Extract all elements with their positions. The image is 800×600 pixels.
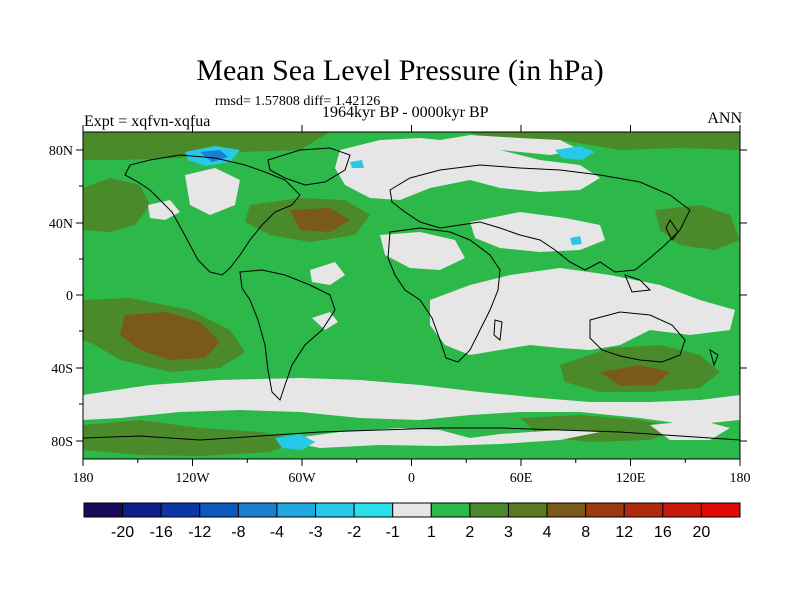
x-tick-label: 180 [730,471,751,486]
colorbar-label: -2 [347,524,361,541]
colorbar-label: -20 [111,524,134,541]
colorbar-swatch [353,502,394,518]
colorbar-label: -8 [231,524,245,541]
chart-title: Mean Sea Level Pressure (in hPa) [196,54,604,87]
x-tick-label: 120E [616,471,646,486]
pressure-field [83,132,740,459]
period-label: 1964kyr BP - 0000kyr BP [322,104,489,121]
y-tick-label: 40S [51,362,73,377]
colorbar-swatch [623,502,664,518]
x-tick-labels: 180 120W 60W 0 60E 120E 180 [73,471,751,486]
colorbar-label: 2 [465,524,474,541]
y-tick-label: 80N [49,144,73,159]
near-zero-regions [83,135,740,448]
colorbar-swatch [83,502,124,518]
x-tick-label: 0 [408,471,415,486]
colorbar-swatch [315,502,355,518]
colorbar-swatch [546,502,587,518]
colorbar-label: 8 [581,524,590,541]
colorbar-label: 12 [615,524,633,541]
colorbar-swatch [662,502,702,518]
colorbar-swatch [469,502,509,518]
colorbar-label: -3 [308,524,322,541]
colorbar-swatch [122,502,162,518]
colorbar-label: -4 [270,524,284,541]
colorbar-label: -16 [150,524,173,541]
x-tick-marks [82,125,741,466]
y-tick-marks [76,149,747,442]
brown-regions [120,208,670,386]
y-tick-labels: 80N 40N 0 40S 80S [49,144,73,450]
colorbar-label: 16 [654,524,672,541]
negative-regions [185,146,595,450]
colorbar-swatch [507,502,548,518]
experiment-label: Expt = xqfvn-xqfua [84,113,211,130]
colorbar: -20 -16 -12 -8 -4 -3 -2 -1 1 2 3 4 8 12 16 20 [83,502,741,541]
colorbar-swatch [237,502,278,518]
colorbar-swatch [430,502,471,518]
colorbar-label: -1 [386,524,400,541]
x-tick-label: 60W [288,471,316,486]
x-tick-label: 180 [73,471,94,486]
colorbar-swatch [276,502,317,518]
x-tick-label: 60E [510,471,533,486]
colorbar-label: 3 [504,524,513,541]
statistics-label: rmsd= 1.57808 diff= 1.42126 [215,94,381,109]
colorbar-label: 1 [427,524,436,541]
colorbar-swatch [199,502,239,518]
colorbar-swatch [585,502,625,518]
colorbar-label: 4 [543,524,552,541]
colorbar-swatch [392,502,432,518]
y-tick-label: 80S [51,435,73,450]
y-tick-label: 40N [49,217,73,232]
season-label: ANN [707,110,742,127]
colorbar-swatch [160,502,201,518]
colorbar-label: -12 [188,524,211,541]
x-tick-label: 120W [175,471,210,486]
coastlines [83,147,740,441]
colorbar-label: 20 [693,524,711,541]
y-tick-label: 0 [66,289,73,304]
colorbar-swatch [700,502,741,518]
